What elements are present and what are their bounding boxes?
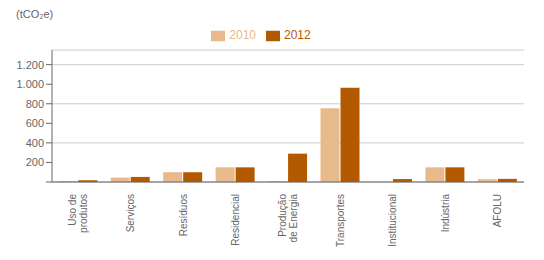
svg-text:Serviços: Serviços (125, 194, 136, 232)
svg-text:Resíduos: Resíduos (178, 194, 189, 236)
svg-text:Produçãode Energia: Produçãode Energia (277, 194, 299, 243)
svg-text:600: 600 (26, 117, 44, 129)
svg-text:800: 800 (26, 98, 44, 110)
svg-text:Institucional: Institucional (387, 194, 398, 247)
svg-text:Transportes: Transportes (335, 194, 346, 247)
svg-text:1.200: 1.200 (16, 59, 44, 71)
svg-text:AFOLU: AFOLU (492, 194, 503, 227)
html-text:2010: 2010 (229, 28, 256, 42)
svg-text:Indústria: Indústria (440, 194, 451, 233)
svg-text:200: 200 (26, 156, 44, 168)
html-text:2012: 2012 (284, 28, 311, 42)
svg-text:Residencial: Residencial (230, 194, 241, 246)
svg-text:Uso deprodutos: Uso deprodutos (67, 194, 89, 233)
svg-text:1.000: 1.000 (16, 78, 44, 90)
html-text:(tCO₂e): (tCO₂e) (16, 8, 54, 20)
svg-text:400: 400 (26, 137, 44, 149)
